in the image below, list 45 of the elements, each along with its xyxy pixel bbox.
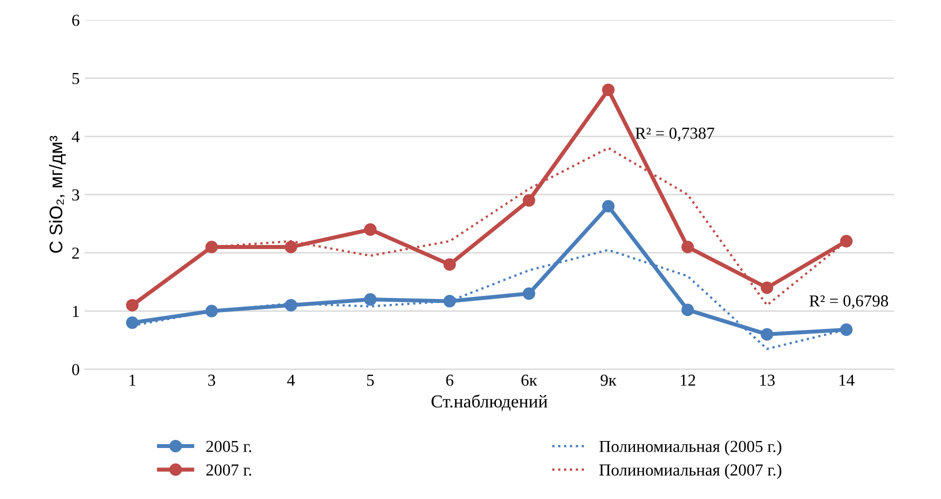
point [205, 240, 218, 254]
point [284, 240, 298, 254]
legend-label: Полиномиальная (2007 г.) [599, 464, 782, 480]
x-tick-label: 4 [287, 374, 295, 386]
point [522, 194, 536, 207]
legend-label: 2005 г. [206, 440, 252, 452]
x-tick-label: 12 [680, 374, 696, 386]
point [522, 287, 536, 300]
point [760, 282, 774, 294]
y-tick-label: 0 [72, 364, 80, 376]
legend-label: Полиномиальная (2005 г.) [599, 440, 782, 456]
annotation: R² = 0,6798 [809, 295, 888, 309]
x-tick-label: 14 [839, 374, 854, 386]
x-tick-label: 5 [367, 374, 374, 386]
point [205, 304, 218, 318]
y-tick-label: 4 [72, 131, 80, 142]
y-tick-label: 6 [72, 14, 80, 26]
x-tick-label: 1 [130, 374, 136, 386]
point [840, 323, 853, 336]
x-axis-title: Ст.наблюдений [432, 394, 548, 411]
annotation: R² = 0,7387 [635, 128, 714, 142]
point [681, 304, 694, 316]
point [126, 316, 139, 329]
point [364, 223, 377, 236]
x-tick-label: 9к [600, 374, 617, 386]
y-tick-label: 3 [72, 189, 80, 201]
point [443, 294, 456, 308]
x-tick-label: 13 [760, 374, 775, 386]
point [284, 298, 298, 312]
point [602, 200, 615, 213]
point [840, 234, 853, 248]
legend-label: 2007 г. [206, 464, 252, 476]
y-tick-label: 5 [72, 73, 80, 84]
x-tick-label: 6 [446, 374, 454, 386]
x-tick-label: 3 [208, 374, 216, 386]
point [760, 328, 774, 341]
point [364, 293, 377, 306]
point [126, 298, 139, 312]
point [602, 84, 615, 96]
x-tick-label: 6к [521, 374, 538, 386]
y-axis-title: C SiO₂, мг/дм³ [49, 136, 66, 253]
y-tick-label: 2 [72, 248, 79, 259]
point [681, 240, 694, 254]
point [443, 258, 456, 271]
y-tick-label: 1 [72, 306, 79, 317]
